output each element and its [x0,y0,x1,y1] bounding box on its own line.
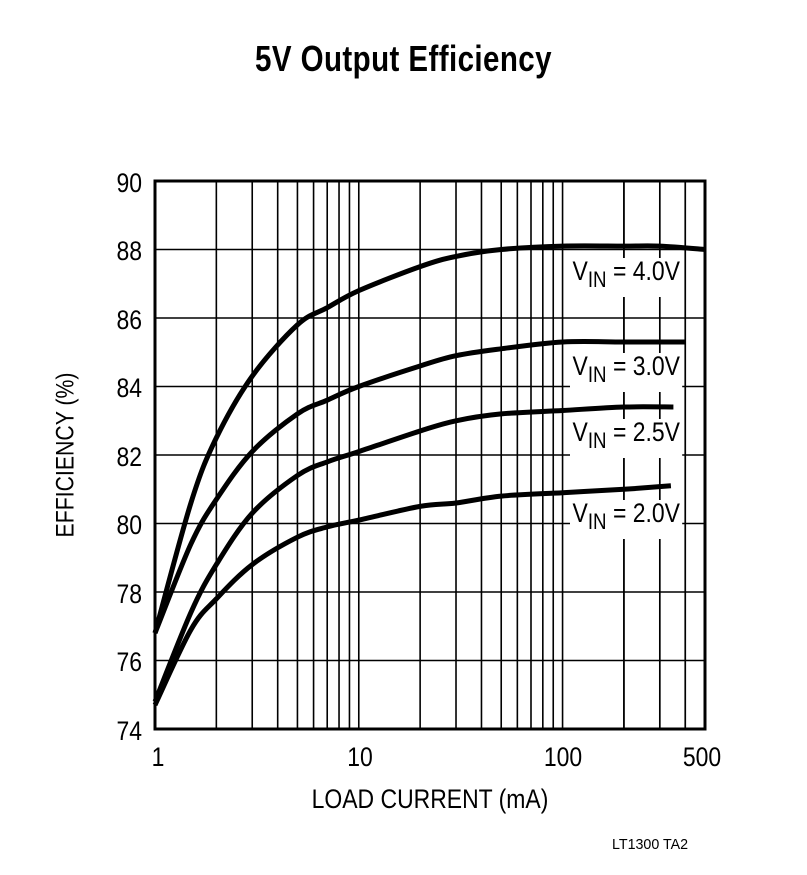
y-tick-84: 84 [116,373,142,403]
y-axis-label: EFFICIENCY (%) [51,372,80,538]
series-label-vin-2-5v: VIN = 2.5V [570,419,683,458]
curve-vin-2-5v [152,404,674,703]
figure-id: LT1300 TA2 [612,836,689,853]
plot-frame [153,179,707,731]
y-tick-86: 86 [116,305,142,335]
chart-title: 5V Output Efficiency [255,38,552,79]
x-tick-10: 10 [347,742,373,772]
x-tick-500: 500 [682,742,722,772]
series-curves [152,243,706,707]
series-label-vin-4v: VIN = 4.0V [570,258,683,297]
x-tick-1: 1 [151,742,165,772]
y-tick-74: 74 [116,716,142,746]
y-tick-78: 78 [116,579,142,609]
series-label-vin-3v: VIN = 3.0V [570,353,683,392]
y-tick-82: 82 [116,442,142,472]
curve-vin-4-0v [152,243,706,634]
y-tick-88: 88 [116,236,142,266]
curve-vin-2-0v [152,483,672,707]
x-tick-100: 100 [543,742,583,772]
curve-vin-3-0v [152,338,686,635]
y-tick-76: 76 [116,647,142,677]
y-tick-90: 90 [116,168,142,198]
y-tick-80: 80 [116,510,142,540]
x-axis-label: LOAD CURRENT (mA) [311,784,549,814]
series-label-vin-2v: VIN = 2.0V [570,500,683,539]
